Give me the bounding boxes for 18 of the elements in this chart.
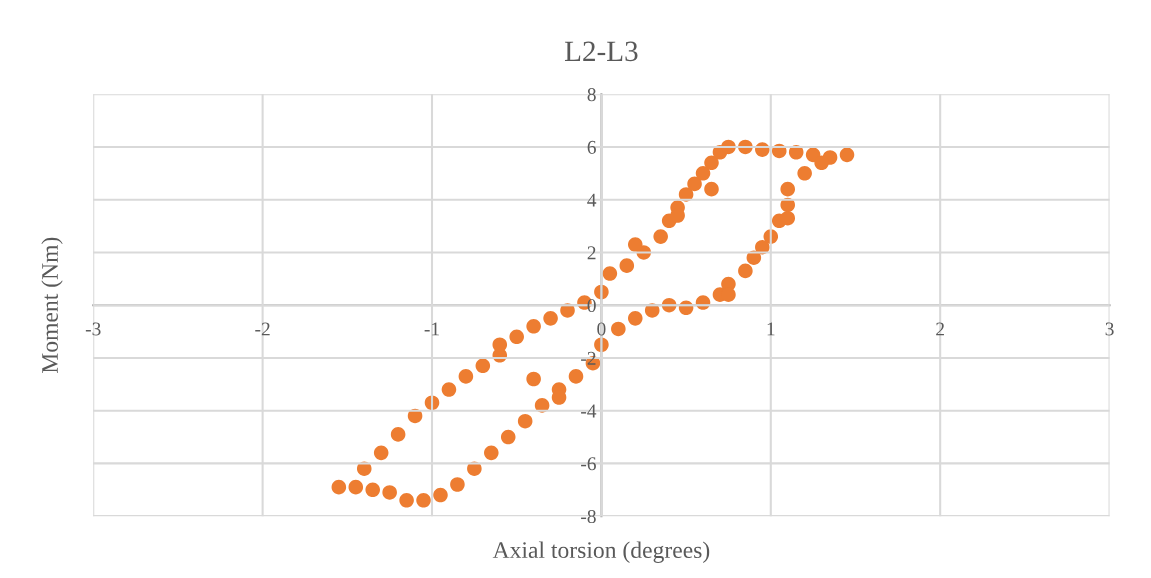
x-axis-title: Axial torsion (degrees) (492, 541, 710, 563)
y-tick-label: 0 (587, 299, 596, 313)
x-tick-label: -2 (255, 322, 270, 336)
y-axis-title: Moment (Nm) (41, 237, 63, 374)
y-tick-label: 2 (587, 246, 596, 260)
x-tick-label: -1 (424, 322, 439, 336)
y-tick-label: -8 (581, 509, 596, 524)
y-tick-label: -6 (581, 457, 596, 471)
y-tick-label: -4 (581, 404, 597, 418)
x-tick-label: 0 (597, 322, 606, 336)
y-tick-label: 6 (587, 140, 596, 154)
y-tick-label: 4 (587, 193, 597, 207)
x-tick-label: -3 (85, 322, 101, 336)
x-tick-label: 1 (767, 322, 775, 336)
x-tick-label: 2 (936, 322, 944, 336)
x-tick-label: 3 (1105, 322, 1114, 336)
y-tick-label: 8 (587, 88, 596, 102)
chart-title: L2-L3 (564, 41, 638, 62)
